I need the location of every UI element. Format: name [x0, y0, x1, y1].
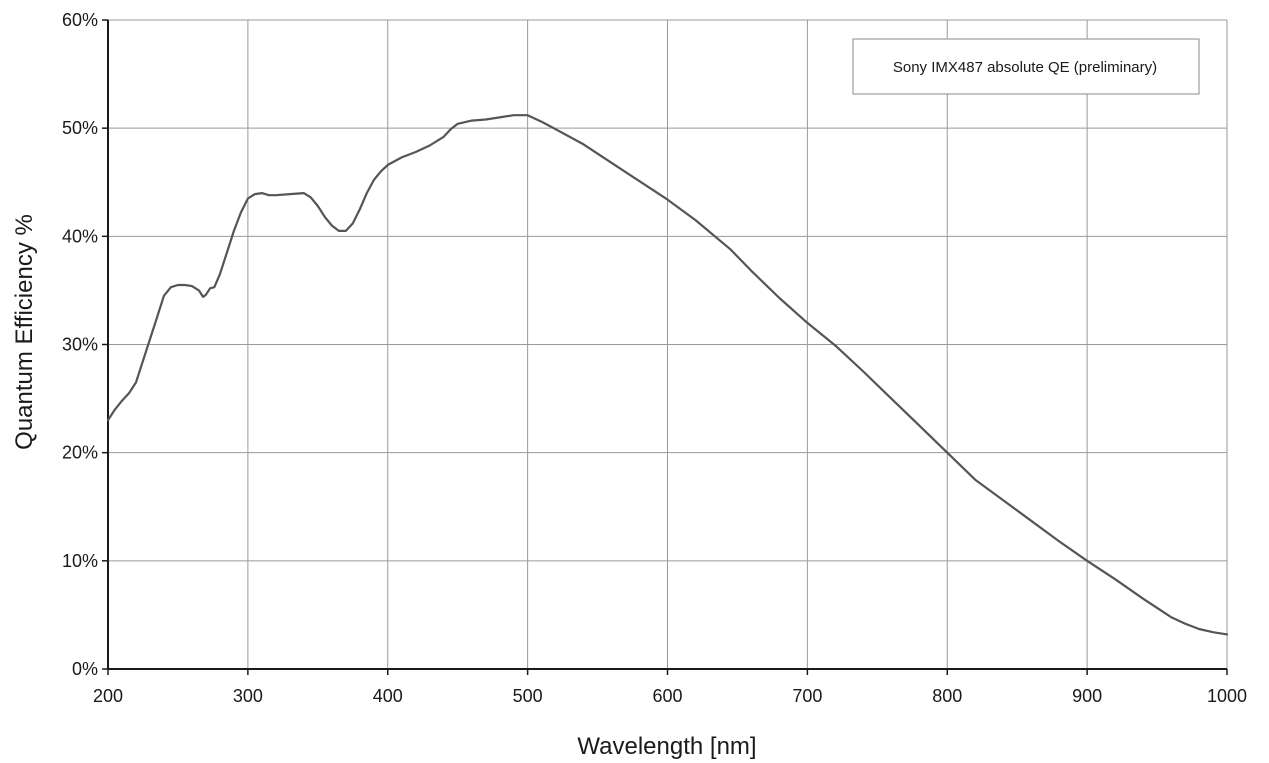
x-tick-label: 600	[652, 686, 682, 706]
x-tick-label: 900	[1072, 686, 1102, 706]
y-tick-label: 50%	[62, 118, 98, 138]
x-tick-label: 200	[93, 686, 123, 706]
y-tick-label: 60%	[62, 10, 98, 30]
legend: Sony IMX487 absolute QE (preliminary)	[852, 38, 1200, 95]
y-tick-label: 30%	[62, 335, 98, 355]
y-axis-title: Quantum Efficiency %	[11, 214, 38, 450]
axes	[102, 19, 1228, 675]
gridlines	[108, 19, 1228, 669]
x-axis-title: Wavelength [nm]	[577, 733, 756, 760]
tick-labels: 200 300 400 500 600 700 800 900 1000 0% 10% 20% 30% 4…	[62, 10, 1247, 706]
y-tick-label: 40%	[62, 226, 98, 246]
x-tick-label: 1000	[1207, 686, 1247, 706]
y-tick-label: 20%	[62, 443, 98, 463]
x-tick-label: 800	[932, 686, 962, 706]
series-layer	[106, 114, 1229, 636]
x-tick-label: 400	[373, 686, 403, 706]
legend-entry: Sony IMX487 absolute QE (preliminary)	[893, 59, 1157, 76]
legend-box	[852, 38, 1200, 95]
x-tick-label: 700	[792, 686, 822, 706]
x-tick-label: 500	[513, 686, 543, 706]
y-tick-label: 10%	[62, 551, 98, 571]
x-tick-label: 300	[233, 686, 263, 706]
series-line	[106, 114, 1229, 636]
y-tick-label: 0%	[72, 659, 98, 679]
